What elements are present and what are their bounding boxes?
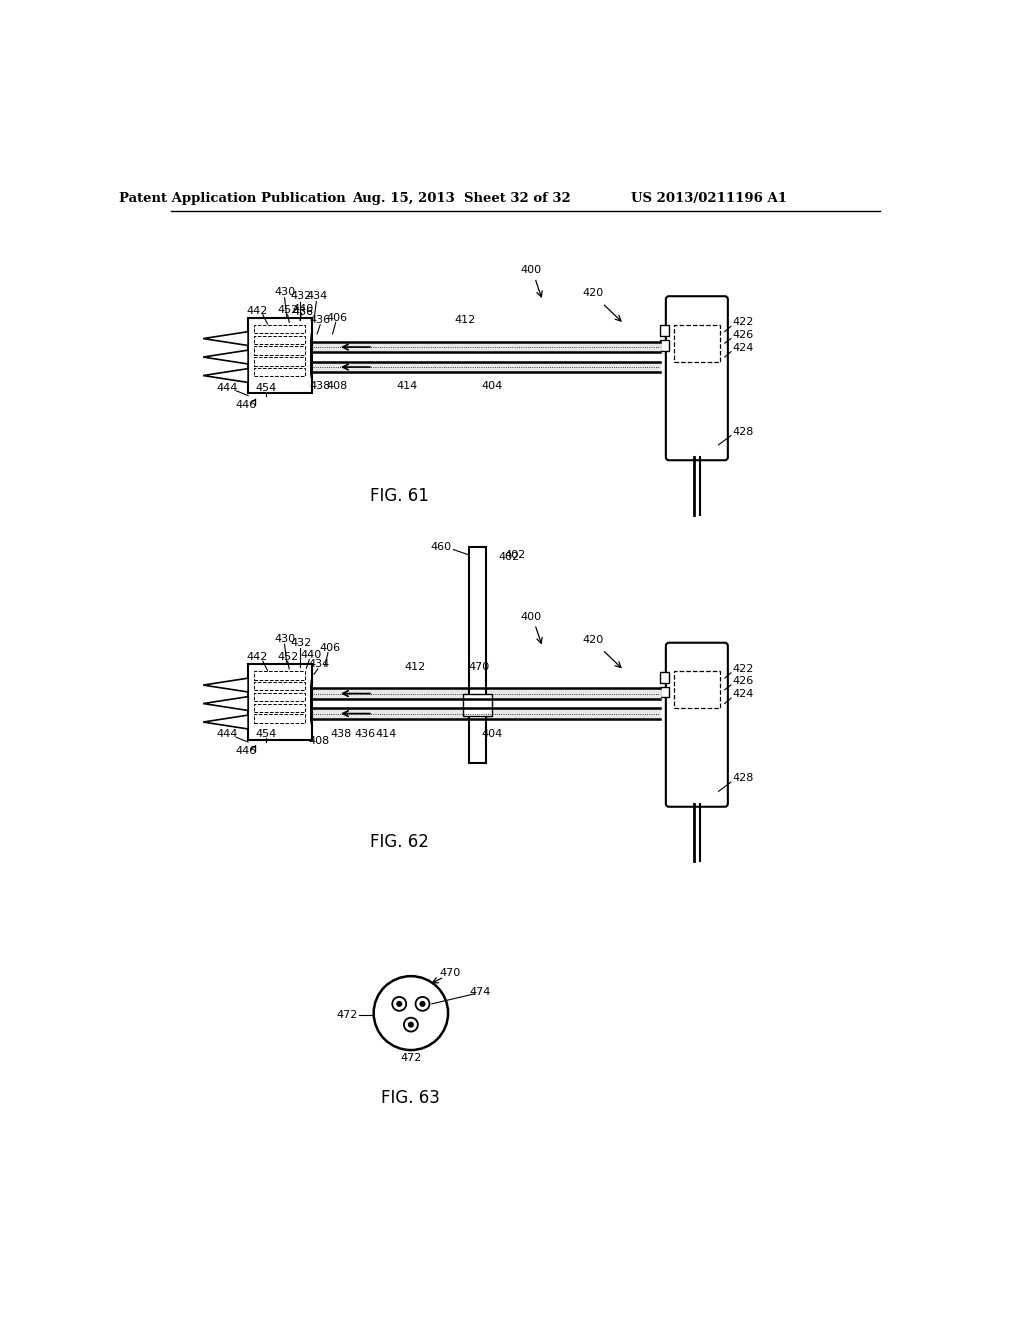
Text: 404: 404 [481, 380, 503, 391]
Text: 454: 454 [255, 383, 276, 393]
Text: 400: 400 [520, 611, 542, 622]
Circle shape [409, 1022, 414, 1027]
Polygon shape [203, 678, 248, 692]
Text: US 2013/0211196 A1: US 2013/0211196 A1 [631, 191, 787, 205]
Text: 428: 428 [732, 774, 754, 783]
Text: 472: 472 [336, 1010, 357, 1019]
Text: 408: 408 [309, 737, 330, 746]
Text: 442: 442 [246, 306, 267, 315]
Polygon shape [203, 368, 248, 383]
FancyBboxPatch shape [666, 643, 728, 807]
Text: 432: 432 [290, 638, 311, 648]
Bar [659, 672, 669, 682]
Text: 402: 402 [499, 552, 520, 562]
Text: 444: 444 [216, 730, 238, 739]
Text: 412: 412 [455, 315, 476, 325]
Text: 472: 472 [400, 1053, 422, 1063]
Text: 414: 414 [376, 729, 396, 739]
Text: 452: 452 [278, 652, 299, 661]
Bar [254, 682, 305, 690]
FancyBboxPatch shape [666, 296, 728, 461]
Text: 420: 420 [583, 635, 603, 644]
Text: 402: 402 [505, 550, 526, 560]
Text: 452: 452 [278, 305, 299, 315]
Text: 470: 470 [439, 968, 460, 978]
Text: 408: 408 [327, 380, 348, 391]
Text: 442: 442 [246, 652, 267, 663]
Text: 414: 414 [396, 380, 418, 391]
Text: 412: 412 [404, 661, 425, 672]
Polygon shape [203, 331, 248, 346]
Text: 434: 434 [306, 292, 328, 301]
Text: 420: 420 [583, 288, 603, 298]
Bar [248, 664, 311, 739]
Text: 424: 424 [732, 343, 754, 352]
Bar [254, 358, 305, 366]
Bar [254, 671, 305, 680]
Bar [248, 318, 311, 393]
Text: 434: 434 [309, 659, 330, 669]
Text: Aug. 15, 2013  Sheet 32 of 32: Aug. 15, 2013 Sheet 32 of 32 [352, 191, 570, 205]
Text: 432: 432 [290, 292, 311, 301]
Text: 426: 426 [732, 676, 754, 686]
Text: 422: 422 [732, 317, 754, 327]
Text: 406: 406 [318, 643, 340, 653]
Bar [254, 335, 305, 345]
Text: 424: 424 [732, 689, 754, 700]
Text: 404: 404 [481, 729, 503, 739]
Circle shape [397, 1002, 401, 1006]
Text: 454: 454 [255, 730, 276, 739]
Text: FIG. 61: FIG. 61 [370, 487, 429, 504]
Bar [254, 693, 305, 701]
Bar [254, 368, 305, 376]
Text: FIG. 63: FIG. 63 [381, 1089, 440, 1106]
Bar [659, 341, 669, 351]
Text: 446: 446 [236, 746, 256, 756]
Text: 426: 426 [732, 330, 754, 339]
Text: 422: 422 [732, 664, 754, 675]
Bar [469, 548, 486, 763]
Polygon shape [203, 697, 248, 710]
Bar [254, 325, 305, 333]
Circle shape [420, 1002, 425, 1006]
Text: 444: 444 [216, 383, 238, 393]
Bar [659, 686, 669, 697]
Text: 460: 460 [431, 543, 452, 552]
Bar [254, 704, 305, 711]
Bar [254, 346, 305, 355]
Text: FIG. 62: FIG. 62 [370, 833, 429, 851]
Text: 400: 400 [520, 265, 542, 275]
Text: 446: 446 [236, 400, 256, 409]
Text: 428: 428 [732, 426, 754, 437]
Polygon shape [203, 350, 248, 364]
Text: 430: 430 [274, 634, 295, 644]
Text: 430: 430 [274, 288, 295, 297]
Text: Patent Application Publication: Patent Application Publication [119, 191, 346, 205]
Text: 470: 470 [468, 661, 489, 672]
Polygon shape [203, 715, 248, 729]
Bar [254, 714, 305, 723]
Bar [674, 671, 720, 708]
Text: 436: 436 [354, 729, 376, 739]
Bar [674, 325, 720, 362]
Text: 436: 436 [293, 308, 313, 317]
Text: 438: 438 [331, 729, 352, 739]
Bar [463, 694, 493, 715]
Bar [659, 326, 669, 337]
Text: 438: 438 [309, 380, 331, 391]
Text: 474: 474 [470, 986, 492, 997]
Text: 440: 440 [300, 649, 322, 660]
Text: 440: 440 [293, 304, 313, 314]
Text: 406: 406 [327, 313, 348, 323]
Text: 436: 436 [309, 315, 331, 325]
